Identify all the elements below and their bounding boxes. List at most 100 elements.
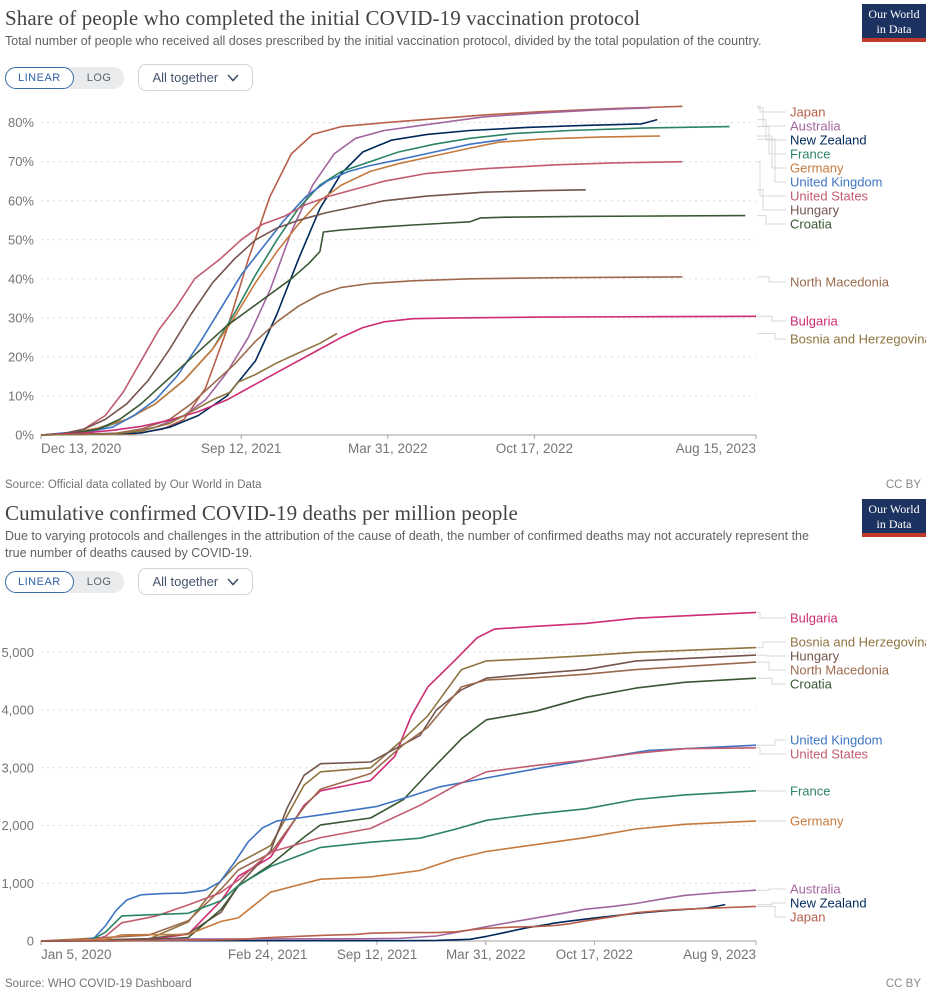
series-line-france[interactable] [40, 790, 757, 942]
series-line-france[interactable] [40, 125, 730, 436]
deaths-line-chart: 0 1,000 2,000 3,000 4,000 5,000 Jan 5, 2020 Feb… [1, 611, 926, 963]
series-label-bulgaria[interactable]: Bulgaria [790, 314, 838, 329]
series-label-hungary[interactable]: Hungary [790, 203, 840, 218]
log-tab[interactable]: LOG [74, 571, 125, 593]
license-link[interactable]: CC BY [885, 479, 921, 491]
series-line-hungary[interactable] [40, 654, 757, 942]
logo-line2: in Data [876, 517, 912, 531]
series-label-croatia[interactable]: Croatia [790, 677, 833, 692]
y-axis-tick-label: 5,000 [1, 645, 34, 660]
series-label-north-macedonia[interactable]: North Macedonia [790, 275, 890, 290]
x-axis-tick-label: Aug 9, 2023 [683, 947, 756, 962]
series-label-united-states[interactable]: United States [790, 747, 869, 762]
series-label-united-kingdom[interactable]: United Kingdom [790, 175, 883, 190]
label-leader-line [757, 161, 786, 197]
series-label-japan[interactable]: Japan [790, 910, 825, 925]
label-leader-line [757, 905, 786, 918]
x-axis-tick-label: Mar 31, 2022 [348, 441, 428, 456]
series-label-croatia[interactable]: Croatia [790, 217, 833, 232]
x-axis-tick-label: Mar 31, 2022 [446, 947, 526, 962]
series-label-france[interactable]: France [790, 147, 830, 162]
vaccination-line-chart: 0% 10% 20% 30% 40% 50% 60% 70% 80% Dec 13, 2020 Se… [8, 105, 926, 457]
y-axis-tick-label: 4,000 [1, 703, 34, 718]
series-label-australia[interactable]: Australia [790, 119, 841, 134]
label-leader-line [757, 641, 786, 649]
series-label-bosnia-and-herzegovina[interactable]: Bosnia and Herzegovina [790, 635, 926, 650]
source-bar: Source: WHO COVID-19 Dashboard CC BY [5, 978, 921, 990]
series-line-croatia[interactable] [40, 677, 757, 942]
x-axis-tick-label: Dec 13, 2020 [41, 441, 121, 456]
series-label-new-zealand[interactable]: New Zealand [790, 896, 867, 911]
chevron-down-icon [227, 73, 239, 82]
source-text: Source: Official data collated by Our Wo… [5, 479, 262, 491]
y-axis-tick-label: 3,000 [1, 760, 34, 775]
series-line-bulgaria[interactable] [40, 611, 757, 942]
series-label-australia[interactable]: Australia [790, 882, 841, 897]
label-leader-line [757, 747, 786, 755]
series-line-north-macedonia[interactable] [40, 661, 757, 942]
series-line-australia[interactable] [40, 889, 757, 942]
logo-line2: in Data [876, 22, 912, 36]
owid-logo[interactable]: Our World in Data [862, 4, 926, 42]
y-axis-tick-label: 2,000 [1, 818, 34, 833]
label-leader-line [757, 126, 786, 155]
entity-selector-value: All together [152, 574, 219, 589]
series-line-bulgaria[interactable] [40, 315, 757, 436]
log-tab[interactable]: LOG [74, 67, 125, 89]
owid-logo[interactable]: Our World in Data [862, 499, 926, 537]
series-line-germany[interactable] [40, 820, 757, 942]
series-line-japan[interactable] [40, 905, 757, 942]
y-axis-tick-label: 10% [8, 388, 34, 403]
series-label-north-macedonia[interactable]: North Macedonia [790, 663, 890, 678]
series-label-japan[interactable]: Japan [790, 105, 825, 120]
label-leader-line [757, 276, 786, 283]
series-line-united-kingdom[interactable] [40, 744, 757, 942]
y-axis-tick-label: 60% [8, 193, 34, 208]
source-text: Source: WHO COVID-19 Dashboard [5, 978, 192, 990]
scale-toggle: LINEAR LOG [5, 570, 125, 593]
label-leader-line [757, 661, 786, 671]
linear-tab[interactable]: LINEAR [5, 570, 74, 593]
series-label-bosnia-and-herzegovina[interactable]: Bosnia and Herzegovina [790, 332, 926, 347]
label-leader-line [757, 135, 786, 169]
series-line-united-states[interactable] [40, 747, 757, 942]
label-leader-line [757, 105, 786, 113]
series-line-croatia[interactable] [40, 214, 746, 436]
label-leader-line [757, 333, 786, 340]
y-axis-tick-label: 0 [27, 934, 34, 949]
entity-selector-dropdown[interactable]: All together [138, 64, 254, 91]
x-axis-tick-label: Sep 12, 2021 [337, 947, 417, 962]
label-leader-line [757, 138, 786, 183]
deaths-chart-block: Cumulative confirmed COVID-19 deaths per… [0, 495, 926, 997]
series-label-germany[interactable]: Germany [790, 161, 844, 176]
series-line-bosnia-and-herzegovina[interactable] [40, 332, 338, 436]
scale-toggle: LINEAR LOG [5, 66, 125, 89]
chart-controls: LINEAR LOG All together [5, 64, 254, 91]
series-line-united-kingdom[interactable] [40, 138, 508, 436]
series-label-germany[interactable]: Germany [790, 814, 844, 829]
linear-tab[interactable]: LINEAR [5, 66, 74, 89]
series-line-new-zealand[interactable] [40, 118, 658, 436]
y-axis-tick-label: 40% [8, 271, 34, 286]
label-leader-line [757, 315, 786, 322]
entity-selector-dropdown[interactable]: All together [138, 568, 254, 595]
series-line-north-macedonia[interactable] [40, 276, 683, 436]
series-label-hungary[interactable]: Hungary [790, 649, 840, 664]
series-line-japan[interactable] [40, 105, 683, 436]
series-line-bosnia-and-herzegovina[interactable] [40, 646, 757, 942]
label-leader-line [757, 189, 786, 211]
series-label-united-states[interactable]: United States [790, 189, 869, 204]
series-line-australia[interactable] [40, 107, 651, 436]
series-label-france[interactable]: France [790, 784, 830, 799]
series-line-united-states[interactable] [40, 160, 683, 436]
series-line-hungary[interactable] [40, 189, 586, 436]
logo-line1: Our World [868, 7, 920, 21]
chart-title: Share of people who completed the initia… [5, 6, 641, 30]
label-leader-line [757, 119, 786, 141]
license-link[interactable]: CC BY [885, 978, 921, 990]
series-label-united-kingdom[interactable]: United Kingdom [790, 733, 883, 748]
series-label-bulgaria[interactable]: Bulgaria [790, 611, 838, 626]
source-bar: Source: Official data collated by Our Wo… [5, 479, 921, 491]
series-label-new-zealand[interactable]: New Zealand [790, 133, 867, 148]
